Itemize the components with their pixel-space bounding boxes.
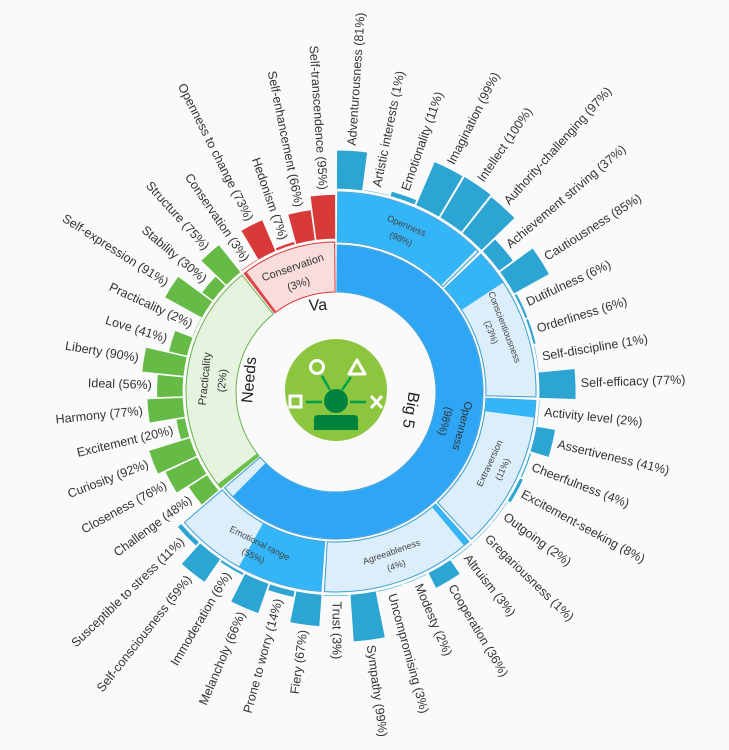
facet-harmony-bar	[146, 397, 186, 424]
facet-cautiousness-bar	[499, 247, 551, 295]
facet-trust-label: Trust (3%)	[330, 601, 344, 659]
center-label-needs: Needs	[239, 356, 260, 404]
facet-immoderation-bar	[219, 559, 245, 577]
facet-achievement-striving-label: Achievement striving (37%)	[503, 142, 628, 251]
facet-harmony-label: Harmony (77%)	[55, 404, 143, 427]
facet-hedonism-bar	[274, 240, 296, 252]
facet-orderliness-label: Orderliness (6%)	[535, 294, 629, 335]
facet-assertiveness-bar	[529, 425, 556, 458]
facet-bars-layer	[141, 149, 577, 643]
facet-adventurousness-label: Adventurousness (81%)	[345, 12, 368, 146]
facet-cheerfulness-bar	[519, 452, 533, 479]
facet-intellect-bar	[439, 175, 492, 233]
center-label-values: Va	[308, 297, 327, 315]
facet-fiery-bar	[289, 590, 323, 628]
facet-cooperation-bar	[427, 559, 461, 589]
facet-sympathy-bar	[349, 590, 386, 643]
triangle-shape-icon	[347, 358, 367, 376]
facet-self-discipline-bar	[533, 344, 540, 372]
facet-adventurousness-bar	[336, 149, 369, 192]
x-shape-icon	[369, 394, 384, 410]
facet-self-consciousness-bar	[180, 542, 222, 583]
center-label-big5: Big 5	[399, 391, 422, 430]
facet-artistic-interests-bar	[363, 189, 390, 197]
facet-assertiveness-label: Assertiveness (41%)	[556, 437, 671, 477]
facet-sympathy-label: Sympathy (99%)	[364, 644, 390, 737]
facet-practicality-bar	[191, 317, 203, 338]
facet-dutifulness-bar	[513, 292, 529, 320]
facet-liberty-label: Liberty (90%)	[64, 339, 140, 365]
dimension-extraversion-background	[436, 397, 537, 540]
facet-trust-bar	[322, 594, 350, 597]
dimension-emotional-range-fill	[239, 523, 325, 591]
facet-self-transcendence-label: Self-transcendence (95%)	[307, 45, 331, 190]
facet-imagination-bar	[415, 161, 464, 218]
facet-liberty-bar	[141, 346, 188, 377]
facet-self-expression-label: Self-expression (91%)	[60, 211, 171, 289]
facet-self-transcendence-bar	[309, 193, 337, 241]
facet-gregariousness-label: Gregariousness (1%)	[482, 532, 577, 624]
facet-authority-challenging-bar	[461, 195, 516, 252]
inner-ring-needs-background	[185, 274, 275, 489]
facet-uncompromising-bar	[376, 583, 404, 593]
facet-emotionality-bar	[389, 190, 418, 206]
facet-challenge-bar	[187, 474, 220, 506]
facet-stability-bar	[201, 275, 227, 302]
facet-excitement-bar	[175, 417, 191, 441]
facet-closeness-bar	[164, 456, 208, 494]
square-shape-icon	[288, 394, 303, 409]
facet-prone-to-worry-label: Prone to worry (14%)	[241, 597, 286, 715]
inner-ring-needs-fill	[218, 453, 259, 488]
facet-authority-challenging-label: Authority-challenging (97%)	[501, 84, 614, 207]
facet-artistic-interests-label: Artistic interests (1%)	[370, 70, 407, 189]
person-head-icon	[324, 389, 348, 413]
icon-connector-lines	[306, 375, 366, 404]
facet-fiery-label: Fiery (67%)	[288, 629, 310, 695]
circle-shape-icon	[309, 359, 325, 375]
facet-self-enhancement-bar	[287, 209, 316, 245]
facet-orderliness-bar	[525, 317, 537, 345]
inner-ring-label-needs-name: Practicality	[197, 351, 214, 406]
facet-structure-bar	[200, 244, 242, 286]
facet-melancholy-bar	[230, 572, 270, 615]
facet-outgoing-bar	[490, 501, 509, 524]
facet-prone-to-worry-bar	[267, 583, 296, 598]
dimension-openness-fill	[337, 192, 476, 285]
facet-ideal-label: Ideal (56%)	[88, 376, 152, 392]
facet-love-label: Love (41%)	[104, 313, 169, 345]
rings-layer	[183, 191, 537, 593]
inner-ring-values-fill	[244, 272, 276, 313]
facet-modesty-bar	[402, 572, 429, 586]
facet-self-discipline-label: Self-discipline (1%)	[541, 332, 649, 364]
facet-conservation-bar	[240, 258, 259, 273]
facet-altruism-bar	[450, 542, 474, 561]
facet-activity-level-label: Activity level (2%)	[544, 405, 644, 429]
facet-love-bar	[168, 329, 194, 357]
inner-ring-label-needs: Practicality (2%)	[197, 351, 232, 407]
facet-self-efficacy-label: Self-efficacy (77%)	[581, 373, 686, 390]
person-body-icon	[314, 415, 358, 430]
facet-susceptible-to-stress-bar	[176, 522, 201, 547]
facet-openness-to-change-bar	[240, 219, 277, 261]
dimension-agreeableness-background	[323, 503, 470, 593]
inner-ring-label-needs-value: (2%)	[216, 368, 230, 392]
inner-ring-big5-fill	[232, 245, 483, 539]
personality-icon	[285, 339, 387, 441]
dimension-conscientiousness-fill	[445, 254, 503, 310]
facet-achievement-striving-bar	[481, 238, 514, 272]
facet-gregariousness-bar	[471, 522, 493, 544]
facet-self-efficacy-bar	[537, 368, 577, 400]
dimension-extraversion-fill	[485, 398, 536, 418]
facet-self-consciousness-label: Self-consciousness (59%)	[94, 573, 195, 695]
facet-curiosity-bar	[148, 437, 198, 475]
center-labels: Big 5 Needs Va	[239, 297, 422, 430]
inner-ring-values-background	[243, 241, 336, 314]
facet-ideal-bar	[156, 374, 185, 398]
facet-activity-level-bar	[535, 398, 541, 426]
dimension-agreeableness-fill	[432, 504, 469, 546]
facet-self-expression-bar	[164, 275, 214, 319]
facet-excitement-seeking-bar	[506, 477, 524, 504]
